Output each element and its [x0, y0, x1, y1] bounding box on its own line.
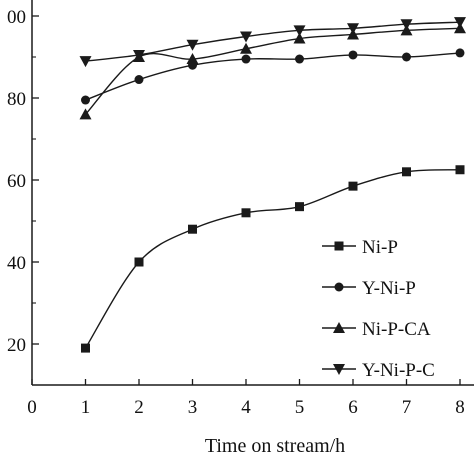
- legend-marker-ni-p-ca: [333, 322, 345, 333]
- legend-label-ni-p-ca: Ni-P-CA: [362, 319, 431, 340]
- x-tick-label: 6: [348, 397, 358, 418]
- data-point-y-ni-p: [455, 48, 465, 58]
- y-tick-label: 20: [7, 335, 26, 356]
- data-point-y-ni-p-c: [454, 17, 466, 29]
- data-point-y-ni-p: [134, 75, 144, 85]
- x-axis-ticks: 0 1 2 3 4 5 6 7 8: [27, 379, 465, 418]
- data-point-y-ni-p-c: [400, 19, 413, 31]
- data-point-y-ni-p-c: [79, 56, 92, 68]
- x-tick-label: 3: [188, 397, 198, 418]
- data-point-ni-p: [81, 343, 90, 353]
- data-point-y-ni-p-c: [240, 31, 252, 43]
- data-point-y-ni-p: [402, 52, 411, 62]
- series-markers: [79, 17, 466, 353]
- legend-label-y-ni-p-c: Y-Ni-P-C: [362, 360, 435, 381]
- y-tick-label: 00: [7, 7, 26, 28]
- y-tick-label: 60: [7, 171, 26, 192]
- legend-label-y-ni-p: Y-Ni-P: [362, 278, 416, 299]
- series-line-ni-p-ca: [84, 27, 461, 115]
- x-tick-label: 5: [295, 397, 305, 418]
- x-axis-label: Time on stream/h: [205, 435, 345, 457]
- data-point-y-ni-p-c: [133, 49, 145, 61]
- data-point-ni-p-ca: [79, 108, 92, 120]
- data-point-y-ni-p-c: [293, 25, 306, 37]
- legend: Ni-P Y-Ni-P Ni-P-CA Y-Ni-P-C: [322, 237, 435, 381]
- legend-label-ni-p: Ni-P: [362, 237, 398, 258]
- data-point-ni-p: [188, 224, 197, 234]
- y-axis-ticks: 20 40 60 80 00: [7, 7, 39, 356]
- data-point-y-ni-p: [81, 95, 90, 105]
- data-point-ni-p: [241, 208, 251, 218]
- data-point-ni-p: [455, 165, 465, 175]
- legend-marker-y-ni-p: [334, 282, 344, 292]
- y-tick-label: 80: [7, 89, 26, 110]
- x-tick-label: 4: [241, 397, 251, 418]
- data-point-y-ni-p: [348, 50, 358, 60]
- data-point-ni-p-ca: [293, 32, 306, 44]
- axes: [31, 0, 474, 386]
- data-point-ni-p: [348, 181, 358, 191]
- data-point-ni-p: [295, 202, 304, 212]
- data-point-y-ni-p: [295, 54, 304, 64]
- data-point-y-ni-p: [241, 54, 251, 64]
- data-point-y-ni-p-c: [186, 39, 199, 51]
- x-tick-label: 0: [27, 397, 37, 418]
- legend-marker-ni-p: [334, 241, 344, 251]
- data-point-ni-p: [134, 257, 144, 267]
- series-lines: [84, 21, 461, 349]
- legend-marker-y-ni-p-c: [333, 364, 345, 375]
- x-tick-label: 2: [134, 397, 144, 418]
- x-tick-label: 1: [81, 397, 91, 418]
- x-tick-label: 7: [402, 397, 412, 418]
- x-tick-label: 8: [455, 397, 465, 418]
- data-point-ni-p-ca: [186, 53, 199, 65]
- series-line-y-ni-p-c: [85, 21, 461, 62]
- data-point-y-ni-p-c: [347, 23, 359, 35]
- data-point-ni-p: [402, 167, 411, 177]
- y-tick-label: 40: [7, 253, 26, 274]
- data-point-ni-p-ca: [240, 42, 252, 54]
